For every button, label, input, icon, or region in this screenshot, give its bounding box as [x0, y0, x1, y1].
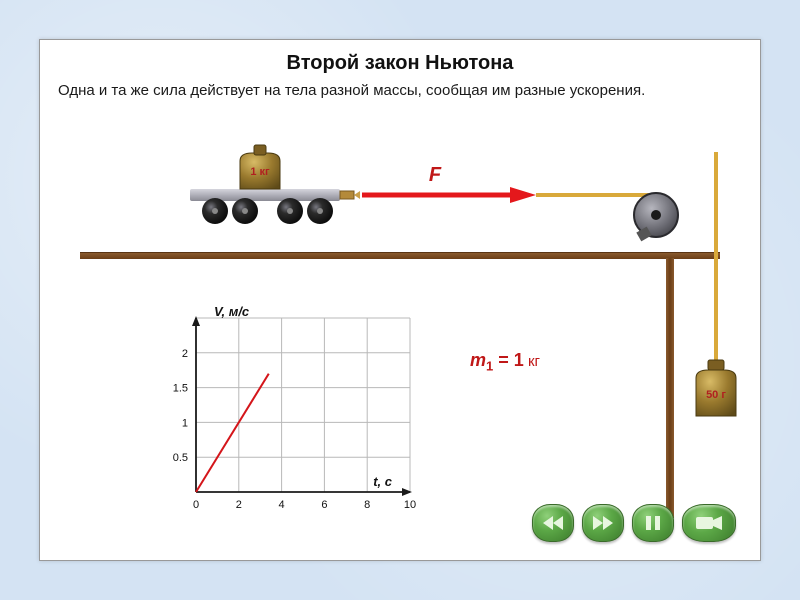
- playback-controls: [532, 504, 736, 542]
- mass-value: 1: [514, 350, 524, 370]
- svg-text:t, с: t, с: [373, 474, 393, 489]
- scene-svg: 1 кг F: [40, 109, 760, 249]
- page-title: Второй закон Ньютона: [40, 40, 760, 81]
- svg-text:0.5: 0.5: [173, 452, 188, 464]
- pulley: [634, 193, 678, 241]
- hanging-weight: 50 г: [696, 360, 736, 416]
- experiment-scene: 1 кг F: [40, 109, 760, 239]
- svg-text:4: 4: [279, 499, 285, 511]
- svg-text:8: 8: [364, 499, 370, 511]
- force-arrow: F: [362, 164, 536, 203]
- pause-button[interactable]: [632, 504, 674, 542]
- simulation-frame: Второй закон Ньютона Одна и та же сила д…: [39, 39, 761, 561]
- svg-text:1: 1: [182, 417, 188, 429]
- forward-button[interactable]: [582, 504, 624, 542]
- forward-icon: [593, 516, 613, 530]
- mass-equals: =: [493, 350, 514, 370]
- table-leg: [666, 258, 674, 518]
- page-subtitle: Одна и та же сила действует на тела разн…: [40, 81, 760, 109]
- svg-text:2: 2: [236, 499, 242, 511]
- svg-text:V, м/с: V, м/с: [214, 304, 250, 319]
- coupling: [340, 191, 360, 199]
- camera-button[interactable]: [682, 504, 736, 542]
- rewind-button[interactable]: [532, 504, 574, 542]
- pause-icon: [646, 516, 660, 530]
- hanging-mass-label: 50 г: [706, 389, 726, 401]
- camera-icon: [696, 516, 722, 530]
- cart-mass-weight: 1 кг: [240, 145, 280, 189]
- svg-text:2: 2: [182, 348, 188, 360]
- force-label: F: [429, 164, 442, 186]
- cart-mass-label: 1 кг: [250, 166, 270, 178]
- rewind-icon: [543, 516, 563, 530]
- mass-symbol: m: [470, 350, 486, 370]
- svg-text:10: 10: [404, 499, 416, 511]
- cart: [190, 189, 360, 224]
- hanging-assembly: 50 г: [680, 258, 760, 468]
- velocity-chart: 0 2 4 6 8 10 0.5 1 1.5 2 V, м/с t, с: [160, 300, 420, 520]
- mass-unit: кг: [524, 353, 540, 370]
- svg-text:1.5: 1.5: [173, 383, 188, 395]
- mass-equation: m1 = 1 кг: [470, 350, 540, 374]
- svg-text:6: 6: [321, 499, 327, 511]
- svg-text:0: 0: [193, 499, 199, 511]
- table-surface: [80, 252, 720, 259]
